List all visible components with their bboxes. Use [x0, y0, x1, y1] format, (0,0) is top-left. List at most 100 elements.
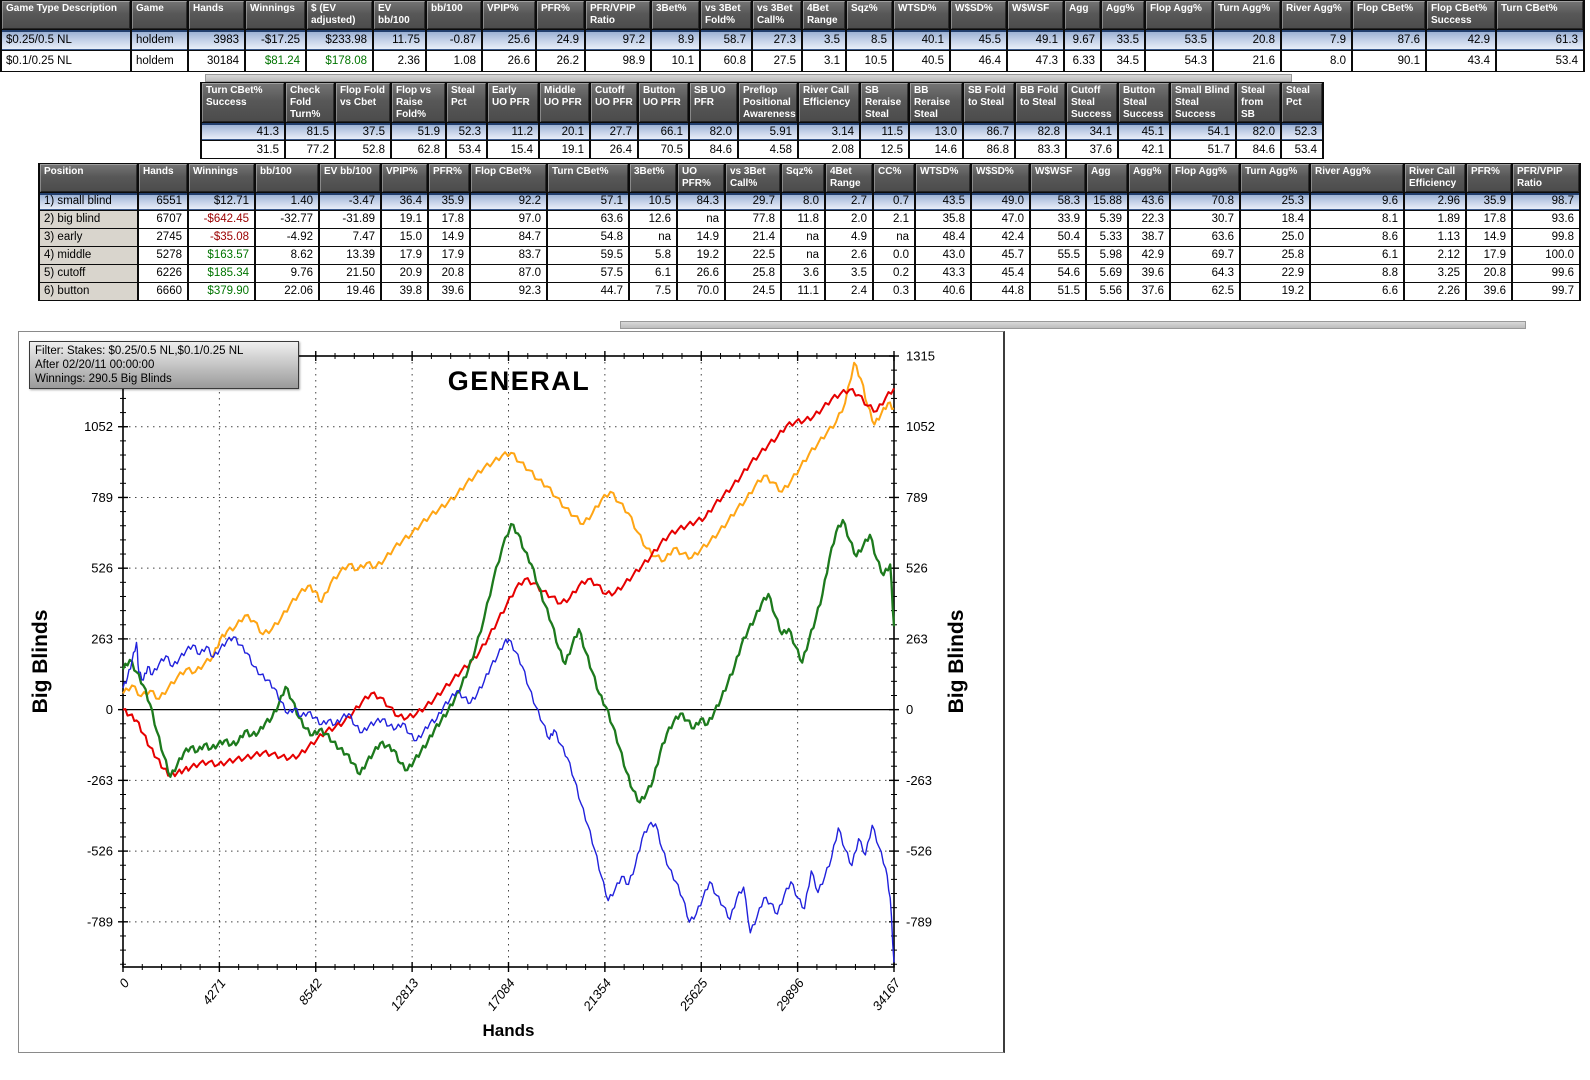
column-header[interactable]: Steal from SB	[1237, 83, 1280, 123]
column-header[interactable]: Sqz%	[847, 1, 892, 29]
column-header[interactable]: Winnings	[189, 164, 254, 192]
column-header[interactable]: VPIP%	[382, 164, 427, 192]
column-header[interactable]: W$SD%	[972, 164, 1029, 192]
column-header[interactable]: Cutoff Steal Success	[1067, 83, 1117, 123]
column-header[interactable]: bb/100	[427, 1, 481, 29]
column-header[interactable]: PFR/VPIP Ratio	[1513, 164, 1579, 192]
cell: 20.1	[540, 123, 589, 141]
cell: $233.98	[307, 29, 372, 50]
column-header[interactable]: River Agg%	[1311, 164, 1403, 192]
column-header[interactable]: Steal Pct	[447, 83, 486, 123]
column-header[interactable]: Position	[40, 164, 137, 192]
column-header[interactable]: EV bb/100	[374, 1, 425, 29]
column-header[interactable]: BB Fold to Steal	[1016, 83, 1065, 123]
column-header[interactable]: Agg	[1087, 164, 1127, 192]
column-header[interactable]: Flop vs Raise Fold%	[392, 83, 445, 123]
y-axis-label-left: 1052	[84, 419, 113, 434]
column-header[interactable]: PFR%	[429, 164, 469, 192]
column-header[interactable]: Winnings	[246, 1, 305, 29]
column-header[interactable]: River Call Efficiency	[799, 83, 859, 123]
column-header[interactable]: WTSD%	[894, 1, 949, 29]
column-header[interactable]: Hands	[139, 164, 187, 192]
column-header[interactable]: 4Bet Range	[826, 164, 872, 192]
table-row[interactable]: 5) cutoff 6226 $185.34 9.76 21.50 20.9 20.8 87.…	[40, 264, 1579, 282]
column-header[interactable]: W$WSF	[1008, 1, 1063, 29]
column-header[interactable]: Agg%	[1102, 1, 1144, 29]
column-header[interactable]: vs 3Bet Call%	[726, 164, 780, 192]
cell: 6707	[139, 210, 187, 228]
column-header[interactable]: SB UO PFR	[690, 83, 737, 123]
column-header[interactable]: WTSD%	[916, 164, 970, 192]
column-header[interactable]: vs 3Bet Fold%	[701, 1, 751, 29]
cell: 40.1	[894, 29, 949, 50]
column-header[interactable]: 3Bet%	[652, 1, 699, 29]
table-row[interactable]: 4) middle 5278 $163.57 8.62 13.39 17.9 17.9 83.…	[40, 246, 1579, 264]
column-header[interactable]: SB Fold to Steal	[964, 83, 1014, 123]
column-header[interactable]: Turn Agg%	[1214, 1, 1280, 29]
table-row[interactable]: 6) button 6660 $379.90 22.06 19.46 39.8 39.6 92…	[40, 282, 1579, 300]
column-header[interactable]: Turn CBet%	[1497, 1, 1583, 29]
column-header[interactable]: vs 3Bet Call%	[753, 1, 801, 29]
column-header[interactable]: SB Reraise Steal	[861, 83, 908, 123]
column-header[interactable]: Flop Agg%	[1171, 164, 1239, 192]
column-header[interactable]: Hands	[189, 1, 244, 29]
column-header[interactable]: Game	[132, 1, 187, 29]
column-header[interactable]: Sqz%	[782, 164, 824, 192]
column-header[interactable]: PFR%	[537, 1, 584, 29]
horizontal-scrollbar[interactable]	[620, 321, 1526, 329]
column-header[interactable]: $ (EV adjusted)	[307, 1, 372, 29]
cell: 47.0	[972, 210, 1029, 228]
column-header[interactable]: W$WSF	[1031, 164, 1085, 192]
column-header[interactable]: Agg	[1065, 1, 1100, 29]
column-header[interactable]: Agg%	[1129, 164, 1169, 192]
column-header[interactable]: Check Fold Turn%	[286, 83, 334, 123]
cell: 54.6	[1031, 264, 1085, 282]
column-header[interactable]: Flop CBet%	[471, 164, 546, 192]
column-header[interactable]: W$SD%	[951, 1, 1006, 29]
column-header[interactable]: Early UO PFR	[488, 83, 538, 123]
column-header[interactable]: Preflop Positional Awareness	[739, 83, 797, 123]
table-row[interactable]: 31.5 77.2 52.8 62.8 53.4 15.4 19.1 26.4 70.5 84.6…	[202, 141, 1322, 159]
column-header[interactable]: Button UO PFR	[639, 83, 688, 123]
column-header[interactable]: 4Bet Range	[803, 1, 845, 29]
table-row[interactable]: 41.3 81.5 37.5 51.9 52.3 11.2 20.1 27.7 66.1 82.0…	[202, 123, 1322, 141]
column-header[interactable]: UO PFR%	[678, 164, 724, 192]
table-row[interactable]: 3) early 2745 -$35.08 -4.92 7.47 15.0 14.9 84.7…	[40, 228, 1579, 246]
cell: 99.6	[1513, 264, 1579, 282]
column-header[interactable]: Cutoff UO PFR	[591, 83, 637, 123]
series-red	[122, 387, 895, 778]
column-header[interactable]: Steal Pct	[1282, 83, 1322, 123]
cell: 40.6	[916, 282, 970, 300]
table-row[interactable]: $0.25/0.5 NL holdem 3983 -$17.25 $233.98 11.7…	[2, 29, 1583, 50]
column-header[interactable]: bb/100	[256, 164, 318, 192]
column-header[interactable]: PFR%	[1467, 164, 1511, 192]
table-row[interactable]: 2) big blind 6707 -$642.45 -32.77 -31.89 19.1…	[40, 210, 1579, 228]
x-axis-label: 25625	[676, 975, 711, 1014]
column-header[interactable]: VPIP%	[483, 1, 535, 29]
cell: 53.5	[1146, 29, 1212, 50]
column-header[interactable]: Turn CBet% Success	[202, 83, 284, 123]
column-header[interactable]: Flop CBet% Success	[1427, 1, 1495, 29]
overall-stats-table: Game Type Description Game Hands Winnings $ …	[0, 0, 1585, 72]
column-header[interactable]: Flop Agg%	[1146, 1, 1212, 29]
column-header[interactable]: Middle UO PFR	[540, 83, 589, 123]
cell: 10.5	[847, 50, 892, 71]
table-row[interactable]: $0.1/0.25 NL holdem 30184 $81.24 $178.08 2.36…	[2, 50, 1583, 71]
column-header[interactable]: Flop CBet%	[1353, 1, 1425, 29]
column-header[interactable]: PFR/VPIP Ratio	[586, 1, 650, 29]
column-header[interactable]: River Call Efficiency	[1405, 164, 1465, 192]
column-header[interactable]: CC%	[874, 164, 914, 192]
column-header[interactable]: EV bb/100	[320, 164, 380, 192]
cell: 41.3	[202, 123, 284, 141]
horizontal-scrollbar[interactable]	[205, 74, 1292, 82]
column-header[interactable]: Turn CBet%	[548, 164, 628, 192]
column-header[interactable]: BB Reraise Steal	[910, 83, 962, 123]
column-header[interactable]: Small Blind Steal Success	[1171, 83, 1235, 123]
table-row[interactable]: 1) small blind 6551 $12.71 1.40 -3.47 36.4 35.…	[40, 192, 1579, 210]
column-header[interactable]: Game Type Description	[2, 1, 130, 29]
column-header[interactable]: Turn Agg%	[1241, 164, 1309, 192]
column-header[interactable]: Flop Fold vs Cbet	[336, 83, 390, 123]
column-header[interactable]: 3Bet%	[630, 164, 676, 192]
column-header[interactable]: Button Steal Success	[1119, 83, 1169, 123]
column-header[interactable]: River Agg%	[1282, 1, 1351, 29]
